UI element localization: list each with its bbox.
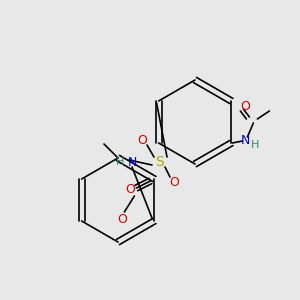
- Text: O: O: [125, 184, 135, 196]
- Text: H: H: [251, 140, 260, 150]
- Text: N: N: [241, 134, 250, 146]
- Text: O: O: [169, 176, 179, 188]
- Text: S: S: [156, 155, 164, 169]
- Text: H: H: [116, 157, 124, 167]
- Text: O: O: [117, 214, 127, 226]
- Text: O: O: [137, 134, 147, 146]
- Text: O: O: [240, 100, 250, 113]
- Text: N: N: [127, 155, 137, 169]
